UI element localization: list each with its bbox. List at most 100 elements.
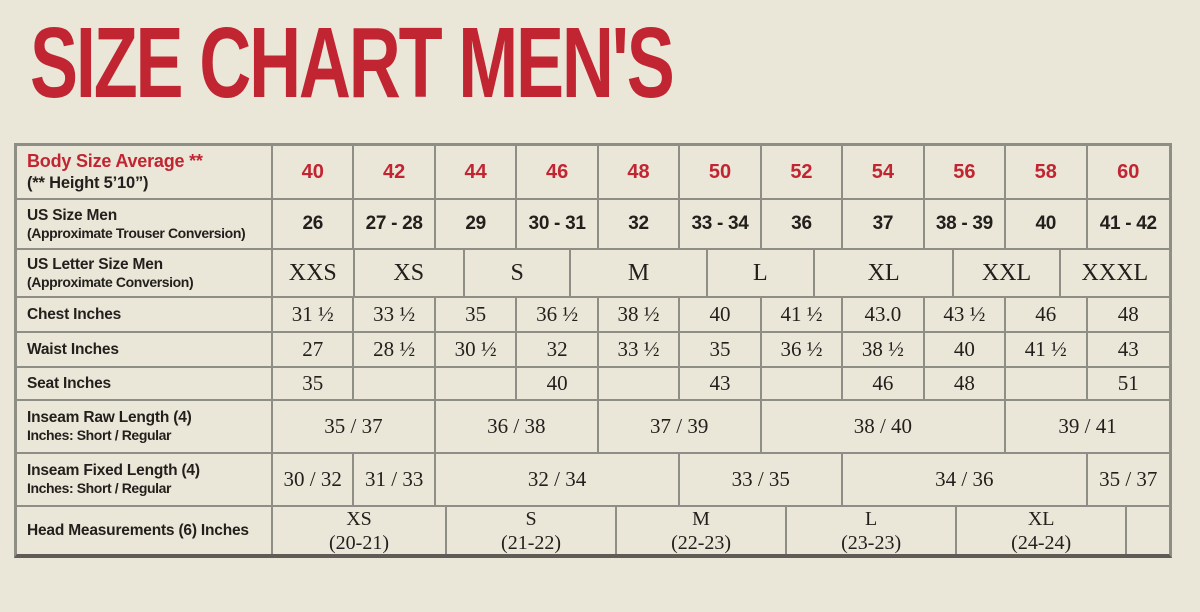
row-chest-inches: Chest Inches 31 ½ 33 ½ 35 36 ½ 38 ½ 40 4… — [17, 298, 1169, 333]
cell: 30 ½ — [436, 333, 518, 366]
row-cells: 26 27 - 28 29 30 - 31 32 33 - 34 36 37 3… — [273, 200, 1169, 248]
cell: 50 — [680, 146, 762, 198]
row-cells: 30 / 32 31 / 33 32 / 34 33 / 35 34 / 36 … — [273, 454, 1169, 505]
cell: 52 — [762, 146, 844, 198]
cell: 40 — [517, 368, 599, 399]
cell: 42 — [354, 146, 436, 198]
cell: 35 / 37 — [1099, 467, 1158, 491]
row-body-size-average: Body Size Average ** (** Height 5’10”) 4… — [17, 146, 1169, 200]
cell: XS — [355, 250, 465, 296]
cell: 44 — [436, 146, 518, 198]
row-label-line1: Inseam Raw Length (4) — [27, 409, 192, 427]
cell: 33 ½ — [354, 298, 436, 331]
row-cells: 40 42 44 46 48 50 52 54 56 58 60 — [273, 146, 1169, 198]
cell: 56 — [925, 146, 1007, 198]
cell: 40 — [680, 298, 762, 331]
cell: 48 — [925, 368, 1007, 399]
cell: 38 - 39 — [925, 200, 1007, 248]
row-inseam-fixed-length: Inseam Fixed Length (4) Inches: Short / … — [17, 454, 1169, 507]
row-cells: 35 40 43 46 48 51 — [273, 368, 1169, 399]
cell: 38 ½ — [843, 333, 925, 366]
cell: 32 / 34 — [436, 454, 681, 505]
cell: 36 / 38 — [436, 401, 599, 452]
row-label-line2: (** Height 5’10”) — [27, 173, 149, 192]
cell: 33 ½ — [599, 333, 681, 366]
cell: 39 / 41 — [1058, 414, 1117, 438]
head-range: (24-24) — [1011, 531, 1072, 554]
cell: 51 — [1117, 371, 1139, 395]
cell: 33 - 34 — [680, 200, 762, 248]
cell: 58 — [1006, 146, 1088, 198]
cell: 28 ½ — [354, 333, 436, 366]
cell: 43 — [1117, 337, 1139, 361]
cell: 27 — [273, 333, 355, 366]
row-label: Seat Inches — [17, 368, 273, 399]
cell: 32 — [599, 200, 681, 248]
cell: XXXL — [1081, 259, 1149, 286]
cell: 35 / 37 — [273, 401, 436, 452]
cell: 43 — [680, 368, 762, 399]
cell: XL — [815, 250, 955, 296]
cell — [762, 368, 844, 399]
row-us-size-men: US Size Men (Approximate Trouser Convers… — [17, 200, 1169, 250]
row-label-line1: US Size Men — [27, 206, 117, 224]
cell: S — [465, 250, 572, 296]
cell: 48 — [599, 146, 681, 198]
cell: 33 / 35 — [680, 454, 844, 505]
cell: L — [708, 250, 816, 296]
cell: XL (24-24) — [957, 507, 1128, 554]
cell: 35 — [436, 298, 518, 331]
row-label-line2: Inches: Short / Regular — [27, 427, 172, 444]
cell: 40 — [925, 333, 1007, 366]
cell: 27 - 28 — [354, 200, 436, 248]
cell: 54 — [843, 146, 925, 198]
cell: L (23-23) — [787, 507, 958, 554]
cell: M (22-23) — [617, 507, 788, 554]
cell: 41 - 42 — [1099, 213, 1157, 234]
cell: 29 — [436, 200, 518, 248]
head-size: XL — [1027, 507, 1055, 530]
row-label-line1: Waist Inches — [27, 340, 119, 358]
row-label-line1: Chest Inches — [27, 305, 122, 323]
cell: 46 — [1006, 298, 1088, 331]
cell: 46 — [843, 368, 925, 399]
cell: 41 ½ — [762, 298, 844, 331]
row-label: Body Size Average ** (** Height 5’10”) — [17, 146, 273, 198]
head-size: L — [865, 507, 878, 530]
cell: 60 — [1117, 160, 1140, 183]
cell: 30 - 31 — [517, 200, 599, 248]
cell: 32 — [517, 333, 599, 366]
cell: 34 / 36 — [843, 454, 1088, 505]
cell: M — [571, 250, 708, 296]
head-range: (22-23) — [671, 531, 732, 554]
cell: S (21-22) — [447, 507, 618, 554]
cell: 36 ½ — [762, 333, 844, 366]
size-chart-table: Body Size Average ** (** Height 5’10”) 4… — [14, 143, 1172, 558]
cell: 30 / 32 — [273, 454, 355, 505]
head-size: XS — [346, 507, 372, 530]
cell — [599, 368, 681, 399]
cell: 40 — [273, 146, 355, 198]
cell: 38 / 40 — [762, 401, 1007, 452]
cell: 41 ½ — [1006, 333, 1088, 366]
row-cells: 31 ½ 33 ½ 35 36 ½ 38 ½ 40 41 ½ 43.0 43 ½… — [273, 298, 1169, 331]
cell: 36 — [762, 200, 844, 248]
row-label-line2: (Approximate Trouser Conversion) — [27, 224, 246, 241]
row-cells: XXS XS S M L XL XXL XXXL — [273, 250, 1169, 296]
cell: XXS — [273, 250, 355, 296]
cell — [1006, 368, 1088, 399]
row-cells: XS (20-21) S (21-22) M (22-23) L (23-23)… — [273, 507, 1169, 554]
cell: 43.0 — [843, 298, 925, 331]
cell: 43 ½ — [925, 298, 1007, 331]
row-inseam-raw-length: Inseam Raw Length (4) Inches: Short / Re… — [17, 401, 1169, 454]
row-label-line1: Inseam Fixed Length (4) — [27, 462, 200, 480]
cell — [1127, 507, 1169, 554]
row-label: US Letter Size Men (Approximate Conversi… — [17, 250, 273, 296]
page-title: SIZE CHART MEN'S — [30, 7, 675, 119]
row-us-letter-size-men: US Letter Size Men (Approximate Conversi… — [17, 250, 1169, 298]
row-cells: 35 / 37 36 / 38 37 / 39 38 / 40 39 / 41 — [273, 401, 1169, 452]
cell: 37 — [843, 200, 925, 248]
cell: 35 — [680, 333, 762, 366]
cell: 37 / 39 — [599, 401, 762, 452]
cell: 40 — [1006, 200, 1088, 248]
